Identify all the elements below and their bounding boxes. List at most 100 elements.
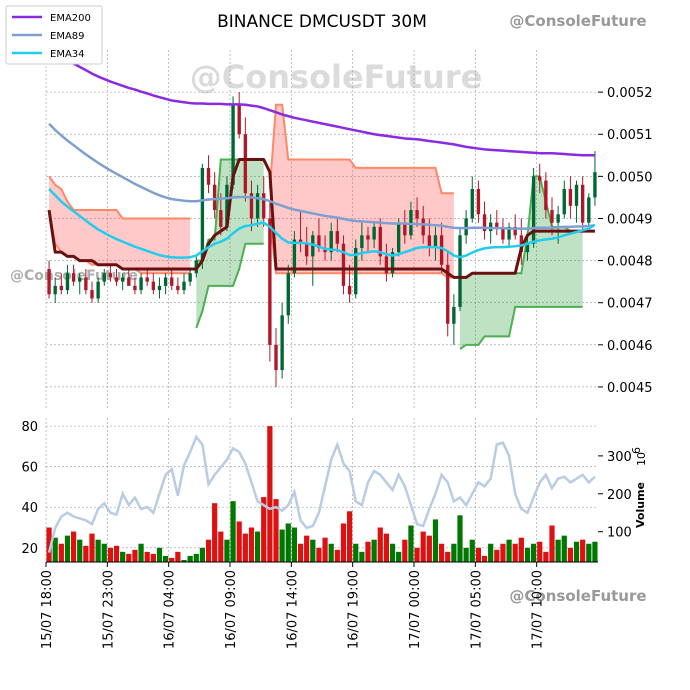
volume-bar [488,543,494,562]
price-tick-label: 0.0047 [607,297,653,312]
volume-bar [457,515,463,562]
green-cloud-lower-edge [459,305,583,350]
volume-bar [322,537,328,562]
volume-bar [377,527,383,562]
volume-bar [555,539,561,562]
volume-bar [175,551,181,562]
volume-bar [383,533,390,562]
candle-body [464,218,468,236]
candle-body [525,243,530,253]
candle-body [78,277,82,282]
candle-body [157,285,162,291]
volume-bar [58,543,64,562]
candle-body [593,172,597,198]
price-tick-label: 0.0050 [607,170,653,185]
volume-bar [89,533,95,562]
ema34-line [48,188,596,259]
volume-bar [506,539,512,562]
volume-right-tick-label: 200 [607,488,632,503]
volume-bar [340,523,347,562]
volume-bar [273,499,279,562]
volume-bar [524,547,531,562]
candle-body [574,184,579,206]
candle-body [433,235,438,248]
volume-bar [77,539,83,562]
candle-body [384,256,389,274]
volume-bar [580,539,586,562]
price-tick-label: 0.0049 [607,212,653,227]
volume-bar [481,555,488,562]
watermark-center: @ConsoleFuture [190,58,483,96]
indicator-lines [47,48,596,279]
candle-body [347,285,352,295]
candle-body [360,235,364,248]
candle-body [53,285,57,295]
volume-average-polyline [47,434,596,553]
volume-bar [530,543,537,562]
candle-body [501,226,505,240]
volume-bar [359,551,365,562]
volume-bar [469,539,475,562]
candle-body [262,193,266,219]
green-cloud-lower-edge [195,242,264,329]
volume-bar [316,547,322,562]
candle-body [249,193,254,219]
candle-body [409,210,413,236]
red-cloud-upper-edge [48,175,191,220]
candle-body [127,277,131,286]
candle-body [354,247,358,295]
candle-body [274,344,278,371]
candle-body [145,277,149,282]
volume-left-tick-label: 20 [21,542,38,557]
volume-bar [138,543,144,562]
volume-bar [463,547,469,562]
candle-body [317,235,321,248]
watermark-top-right: @ConsoleFuture [509,12,646,30]
volume-bar [242,533,248,562]
candle-body [452,306,456,324]
red-cloud-lower-edge [268,218,454,279]
volume-bar [248,527,255,562]
x-tick-label: 17/07 00:00 [408,570,423,649]
legend: EMA200 EMA89 EMA34 [5,5,103,65]
candle-body [458,235,462,307]
volume-bar [512,543,518,562]
volume-bar [414,547,420,562]
volume-bar [537,541,543,562]
candle-body [163,277,168,286]
candle-body [519,235,524,253]
volume-axis-exponent: 10 [635,452,648,466]
candle-body [84,277,88,291]
candle-body [421,218,425,236]
volume-bar [445,551,451,562]
x-tick-label: 16/07 14:00 [285,570,300,649]
candle-body [427,235,432,248]
candle-body [243,134,248,194]
volume-bar [592,541,598,562]
watermark-bottom-right: @ConsoleFuture [509,587,646,605]
candle-body [219,210,223,227]
volume-bar [83,545,89,562]
candle-body [231,104,235,185]
volume-bar [420,531,426,562]
volume-bar [120,551,126,562]
volume-bar [224,539,230,562]
volume-bar [291,527,298,562]
volume-bar [389,543,396,562]
volume-bar [169,557,175,562]
volume-bar [113,545,120,562]
candle-body [268,218,272,345]
candle-body [286,273,290,316]
candle-body [378,226,382,257]
volume-bar [162,555,169,562]
candle-body [556,214,560,223]
price-tick-label: 0.0046 [607,339,653,354]
volume-bar [573,541,580,562]
volume-bar [205,539,212,562]
candle-body [366,235,370,240]
candle-body [580,184,585,223]
candle-body [495,222,499,227]
volume-bar [254,531,261,562]
volume-bar [494,549,500,562]
